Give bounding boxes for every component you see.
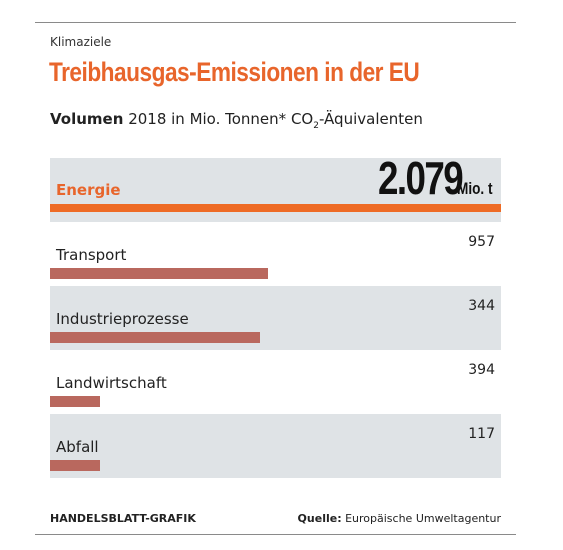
footer-credit: HANDELSBLATT-GRAFIK (50, 512, 196, 525)
bar (50, 396, 100, 407)
subtitle-subscript: 2 (313, 121, 319, 131)
category-label: Abfall (56, 438, 99, 456)
chart-subtitle: Volumen 2018 in Mio. Tonnen* CO2-Äquival… (50, 110, 423, 131)
category-label: Energie (56, 181, 121, 199)
value-label: 344 (468, 298, 495, 314)
bar (50, 460, 100, 471)
kicker: Klimaziele (50, 35, 112, 49)
value-unit: Mio. t (456, 179, 493, 198)
subtitle-text: 2018 in Mio. Tonnen* CO (128, 110, 314, 128)
source-text: Europäische Umweltagentur (345, 512, 501, 525)
chart-title: Treibhausgas-Emissionen in der EU (49, 57, 420, 87)
bar-row-abfall: Abfall 117 (50, 414, 501, 478)
subtitle-bold: Volumen (50, 110, 124, 128)
category-label: Landwirtschaft (56, 374, 167, 392)
bottom-rule (35, 534, 516, 535)
value-label: 117 (468, 426, 495, 442)
top-rule (35, 22, 516, 23)
bar-row-landwirtschaft: Landwirtschaft 394 (50, 350, 501, 414)
bar-row-energie: Energie 2.079Mio. t (50, 152, 501, 222)
bar (50, 204, 501, 212)
category-label: Transport (56, 246, 127, 264)
subtitle-after: -Äquivalenten (318, 110, 423, 128)
bar (50, 268, 268, 279)
value-label: 2.079Mio. t (357, 151, 501, 204)
footer-source: Quelle: Europäische Umweltagentur (298, 512, 501, 525)
category-label: Industrieprozesse (56, 310, 189, 328)
value-label: 394 (468, 362, 495, 378)
bar (50, 332, 260, 343)
bar-row-industrieprozesse: Industrieprozesse 344 (50, 286, 501, 350)
bar-row-transport: Transport 957 (50, 222, 501, 286)
value-label: 957 (468, 234, 495, 250)
bar-chart: Energie 2.079Mio. t Transport 957 Industriep… (50, 152, 501, 478)
value-number: 2.079 (378, 152, 465, 204)
source-label: Quelle: (297, 512, 342, 525)
